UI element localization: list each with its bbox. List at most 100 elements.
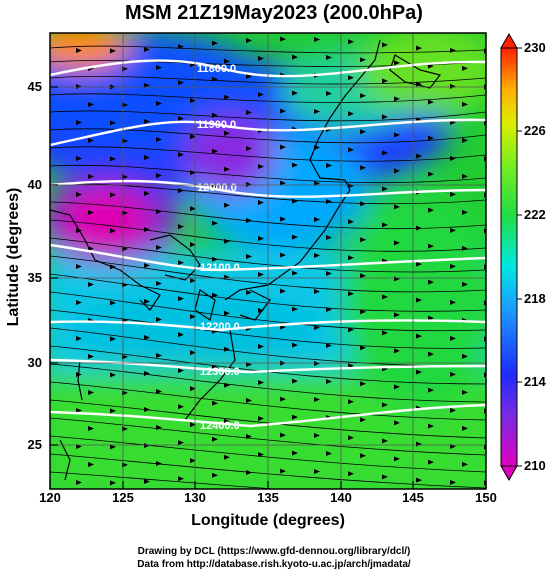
wind-arrowhead [428, 279, 434, 285]
wind-arrowhead [462, 389, 468, 395]
drawing-credit: Drawing by DCL (https://www.gfd-dennou.o… [137, 546, 411, 557]
wind-arrowhead [292, 450, 298, 456]
wind-arrowhead [258, 235, 264, 241]
wind-arrowhead [122, 246, 128, 252]
wind-arrowhead [156, 316, 162, 322]
wind-arrowhead [360, 345, 366, 351]
wind-arrowhead [76, 192, 82, 198]
wind-arrowhead [450, 191, 456, 197]
wind-arrowhead [450, 407, 456, 413]
wind-arrowhead [394, 132, 400, 138]
wind-arrowhead [76, 408, 82, 414]
wind-arrowhead [122, 390, 128, 396]
wind-arrowhead [484, 372, 486, 378]
wind-arrowhead [190, 422, 196, 428]
wind-arrowhead [76, 480, 82, 486]
wind-arrowhead [484, 156, 486, 162]
wind-arrowhead [360, 381, 366, 387]
wind-arrowhead [428, 459, 434, 465]
wind-arrowhead [212, 400, 218, 406]
colorbar-label: 230 [524, 40, 546, 55]
wind-arrowhead [484, 300, 486, 306]
wind-arrowhead [144, 334, 150, 340]
wind-arrowhead [212, 76, 218, 82]
wind-arrowhead [360, 309, 366, 315]
wind-arrowhead [280, 252, 286, 258]
wind-arrowhead [314, 397, 320, 403]
contour-label: 12000.0 [197, 182, 237, 194]
wind-arrowhead [212, 256, 218, 262]
wind-arrowhead [394, 168, 400, 174]
wind-arrowhead [110, 444, 116, 450]
y-tick-label: 45 [27, 79, 42, 94]
grid-lines [50, 33, 486, 489]
wind-arrowhead [122, 66, 128, 72]
wind-arrowhead [292, 378, 298, 384]
wind-arrowhead [416, 45, 422, 51]
wind-arrowhead [156, 424, 162, 430]
colorbar-label: 218 [524, 291, 546, 306]
contour-label: 12300.0 [200, 366, 240, 378]
wind-arrowhead [88, 282, 94, 288]
contour-label: 12200.0 [200, 321, 240, 333]
wind-arrowhead [224, 418, 230, 424]
wind-arrows [76, 36, 486, 486]
wind-arrowhead [292, 306, 298, 312]
wind-arrowhead [258, 55, 264, 61]
wind-arrowhead [178, 440, 184, 446]
wind-arrowhead [178, 332, 184, 338]
wind-arrowhead [428, 387, 434, 393]
wind-arrowhead [484, 120, 486, 126]
wind-arrowhead [178, 80, 184, 86]
wind-arrowhead [484, 480, 486, 486]
wind-arrowhead [178, 404, 184, 410]
wind-arrowhead [484, 192, 486, 198]
wind-arrowhead [348, 435, 354, 441]
wind-arrowhead [144, 190, 150, 196]
wind-arrowhead [360, 129, 366, 135]
wind-arrowhead [462, 65, 468, 71]
wind-arrowhead [212, 148, 218, 154]
wind-arrowhead [382, 150, 388, 156]
wind-arrowhead [110, 408, 116, 414]
wind-arrowhead [484, 228, 486, 234]
wind-arrowhead [484, 408, 486, 414]
wind-arrowhead [76, 84, 82, 90]
wind-arrowhead [292, 270, 298, 276]
wind-arrowhead [224, 130, 230, 136]
wind-arrowhead [76, 264, 82, 270]
wind-arrowhead [122, 138, 128, 144]
wind-arrowhead [144, 154, 150, 160]
x-tick-label: 130 [184, 490, 206, 505]
wind-arrowhead [258, 271, 264, 277]
wind-arrowhead [246, 73, 252, 79]
wind-arrowhead [190, 206, 196, 212]
wind-arrowhead [76, 120, 82, 126]
wind-arrowhead [76, 156, 82, 162]
wind-arrowhead [382, 402, 388, 408]
wind-arrowhead [314, 325, 320, 331]
wind-arrowhead [76, 336, 82, 342]
wind-arrowhead [224, 166, 230, 172]
wind-arrowhead [428, 135, 434, 141]
wind-arrowhead [212, 112, 218, 118]
wind-arrowhead [190, 278, 196, 284]
wind-arrowhead [246, 181, 252, 187]
wind-arrowhead [144, 370, 150, 376]
wind-arrowhead [394, 60, 400, 66]
colorbar-label: 222 [524, 207, 546, 222]
wind-arrowhead [110, 480, 116, 486]
wind-arrowhead [280, 36, 286, 42]
wind-arrowhead [88, 354, 94, 360]
colorbar [500, 32, 522, 482]
wind-arrowhead [428, 207, 434, 213]
wind-arrowhead [144, 226, 150, 232]
wind-arrowhead [212, 220, 218, 226]
colorbar-label: 214 [524, 374, 546, 389]
wind-arrowhead [360, 165, 366, 171]
contour-label: 11800.0 [197, 63, 236, 75]
wind-arrowhead [144, 46, 150, 52]
wind-arrowhead [224, 238, 230, 244]
wind-arrowhead [246, 109, 252, 115]
wind-arrowhead [246, 433, 252, 439]
